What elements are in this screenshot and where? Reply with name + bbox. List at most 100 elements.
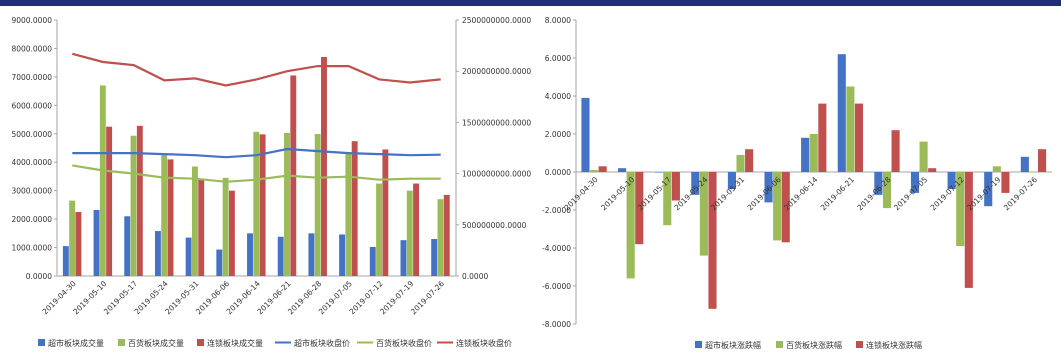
bar [618, 168, 627, 172]
bar [106, 126, 113, 277]
bar [635, 172, 644, 245]
bar [308, 233, 315, 276]
bar [222, 177, 229, 276]
series-line [72, 147, 441, 159]
bar [590, 170, 599, 172]
bar [321, 56, 327, 276]
y-tick-label: 0.0000 [545, 168, 571, 177]
y-tick-label: 5000.0000 [11, 130, 52, 139]
bar [910, 172, 920, 193]
y-tick-label: 3000.0000 [11, 187, 52, 196]
bar [745, 149, 754, 172]
bar [62, 246, 69, 276]
bar [801, 137, 810, 172]
y-tick-label: 8000.0000 [11, 44, 52, 53]
legend-swatch [856, 341, 863, 348]
bar [809, 134, 818, 172]
bar [891, 130, 900, 172]
legend-label: 超市板块涨跌幅 [705, 340, 761, 350]
bar [351, 141, 358, 276]
bar [161, 155, 168, 276]
bar [284, 132, 290, 276]
legend-label: 连锁板块成交量 [207, 338, 263, 348]
bar [228, 190, 235, 276]
legend-swatch [197, 339, 204, 346]
bar [376, 183, 383, 276]
bar [947, 172, 956, 190]
y-tick-label: 1000.0000 [11, 244, 52, 253]
bar [198, 179, 205, 276]
bar [216, 249, 223, 276]
bar [1029, 172, 1038, 173]
bar [259, 134, 266, 276]
y2-tick-label: 2500000000.0000 [462, 16, 531, 25]
bar [781, 172, 790, 243]
legend-label: 百货板块收盘价 [376, 338, 432, 348]
bar [247, 233, 253, 276]
bar [314, 134, 321, 276]
bar [854, 103, 864, 172]
x-tick-label: 2019-07-26 [409, 279, 446, 316]
y-tick-label: 4000.0000 [11, 158, 52, 167]
bar [699, 172, 708, 256]
legend-label: 超市板块收盘价 [294, 338, 350, 348]
legend-swatch [776, 341, 783, 348]
bar [443, 194, 450, 276]
bar [253, 131, 260, 276]
y2-tick-label: 1000000000.0000 [462, 170, 531, 179]
bar [167, 159, 174, 276]
bar [1037, 149, 1047, 172]
bar [919, 141, 928, 172]
y-tick-label: 0.0000 [26, 272, 52, 281]
bar [191, 166, 198, 276]
bar [69, 200, 76, 276]
y-tick-label: 2.0000 [545, 130, 571, 139]
bar [663, 172, 672, 226]
bar [437, 199, 444, 276]
bar [764, 172, 773, 203]
bar [400, 240, 407, 276]
bar [93, 210, 100, 276]
bar [964, 172, 973, 288]
bar [1001, 172, 1010, 193]
bar [874, 172, 883, 195]
legend-swatch [38, 339, 45, 346]
y-tick-label: 6000.0000 [11, 101, 52, 110]
y-tick-label: 4.0000 [545, 92, 571, 101]
y2-tick-label: 1500000000.0000 [462, 118, 531, 127]
bar [846, 86, 855, 172]
bar [773, 172, 782, 241]
bar [581, 97, 590, 172]
legend-label: 超市板块成交量 [48, 338, 104, 348]
bar [818, 103, 827, 172]
bar [99, 85, 106, 276]
bar [654, 172, 663, 173]
y2-tick-label: 2000000000.0000 [462, 67, 531, 76]
y-tick-label: -2.0000 [542, 206, 571, 215]
bar [626, 172, 635, 279]
bar [691, 172, 700, 195]
series-line [72, 52, 441, 87]
bar [124, 216, 131, 276]
bar [984, 172, 993, 207]
y-tick-label: 6.0000 [545, 54, 571, 63]
bar [277, 236, 284, 276]
bar [1020, 156, 1029, 172]
legend-label: 连锁板块收盘价 [456, 338, 512, 348]
bar [598, 166, 607, 172]
y-tick-label: -8.0000 [542, 320, 571, 329]
bar [837, 54, 846, 173]
legend-swatch [118, 339, 125, 346]
bar [736, 154, 745, 172]
bar [185, 237, 192, 276]
header-bar [0, 0, 1061, 6]
y2-tick-label: 0.0000 [462, 272, 488, 281]
series-line [72, 164, 441, 183]
y-tick-label: -6.0000 [542, 282, 571, 291]
x-tick-label: 2019-07-05 [892, 175, 929, 212]
bar [928, 168, 937, 172]
y2-tick-label: 500000000.0000 [462, 221, 527, 230]
change-rate-chart: -8.0000 -6.0000 -4.0000 -2.0000 0.0000 2.0000… [542, 16, 1052, 350]
bar [671, 172, 680, 201]
